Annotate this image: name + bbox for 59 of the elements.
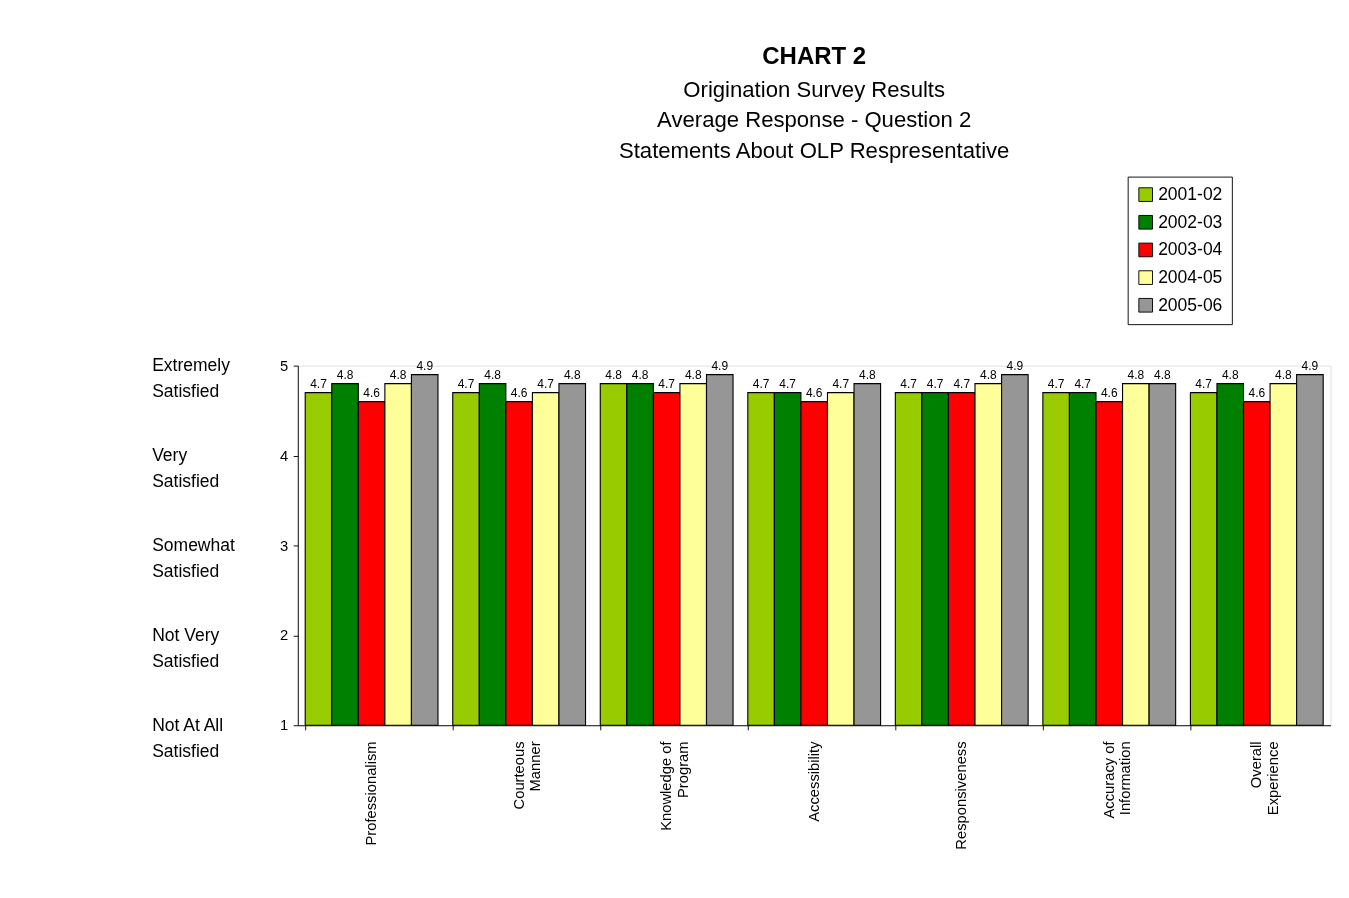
data-label: 4.7 xyxy=(457,377,475,392)
data-label: 4.7 xyxy=(658,377,676,392)
data-label: 4.6 xyxy=(363,386,381,401)
data-label: 4.8 xyxy=(563,368,581,383)
text: Not At All Satisfied xyxy=(152,714,224,761)
y-tick-label: 5 xyxy=(279,357,289,374)
chart-title: CHART 2 xyxy=(762,41,867,69)
data-label: 4.8 xyxy=(979,368,997,383)
data-label: 4.8 xyxy=(631,368,649,383)
text: Extremely Satisfied xyxy=(152,355,231,402)
data-label: 4.6 xyxy=(510,386,528,401)
data-label: 4.7 xyxy=(900,377,918,392)
data-label: 4.8 xyxy=(684,368,702,383)
legend-label: 2002-03 xyxy=(1158,211,1223,232)
data-label: 4.7 xyxy=(953,377,971,392)
text: Not Very Satisfied xyxy=(152,624,220,671)
data-label: 4.6 xyxy=(1248,386,1266,401)
data-label: 4.8 xyxy=(336,368,354,383)
data-label: 4.7 xyxy=(310,377,328,392)
data-label: 4.8 xyxy=(605,368,623,383)
data-label: 4.7 xyxy=(752,377,770,392)
data-label: 4.7 xyxy=(1195,377,1213,392)
y-tick-label: 1 xyxy=(279,717,289,734)
data-label: 4.7 xyxy=(537,377,555,392)
data-label: 4.8 xyxy=(389,368,407,383)
legend-label: 2003-04 xyxy=(1158,239,1223,260)
x-tick-label: Overall Experience xyxy=(1248,741,1281,816)
x-tick-label: Responsiveness xyxy=(953,741,970,850)
x-tick-label: Professionalism xyxy=(363,741,380,846)
x-tick-label: Knowledge of Program xyxy=(658,740,691,831)
data-label: 4.8 xyxy=(858,368,876,383)
data-label: 4.9 xyxy=(1301,359,1319,374)
data-label: 4.7 xyxy=(1074,377,1092,392)
x-tick-label: Accuracy of Information xyxy=(1100,740,1134,819)
legend-label: 2005-06 xyxy=(1158,294,1223,315)
data-label: 4.8 xyxy=(1154,368,1172,383)
data-label: 4.7 xyxy=(926,377,944,392)
x-tick-label: Accessibility xyxy=(805,740,822,822)
text: Somewhat Satisfied xyxy=(152,535,235,581)
data-label: 4.7 xyxy=(1047,377,1065,392)
data-label: 4.6 xyxy=(805,386,823,401)
y-tick-label: 4 xyxy=(279,447,289,464)
chart-subtitle: Origination Survey Results Average Response - Question 2 Statements About OLP Respresentative xyxy=(618,76,1010,163)
legend-label: 2001-02 xyxy=(1158,184,1223,205)
data-label: 4.9 xyxy=(416,359,434,374)
data-label: 4.8 xyxy=(1221,368,1239,383)
data-label: 4.8 xyxy=(1275,368,1293,383)
legend-label: 2004-05 xyxy=(1158,267,1223,288)
y-tick-label: 2 xyxy=(279,627,289,644)
data-label: 4.6 xyxy=(1100,386,1118,401)
text: Very Satisfied xyxy=(152,445,220,491)
data-label: 4.7 xyxy=(779,377,797,392)
data-label: 4.7 xyxy=(832,377,850,392)
data-label: 4.8 xyxy=(1127,368,1145,383)
data-label: 4.9 xyxy=(711,359,729,374)
data-label: 4.8 xyxy=(484,368,502,383)
y-tick-label: 3 xyxy=(279,537,289,554)
x-tick-label: Courteous Manner xyxy=(510,741,544,810)
data-label: 4.9 xyxy=(1006,359,1024,374)
